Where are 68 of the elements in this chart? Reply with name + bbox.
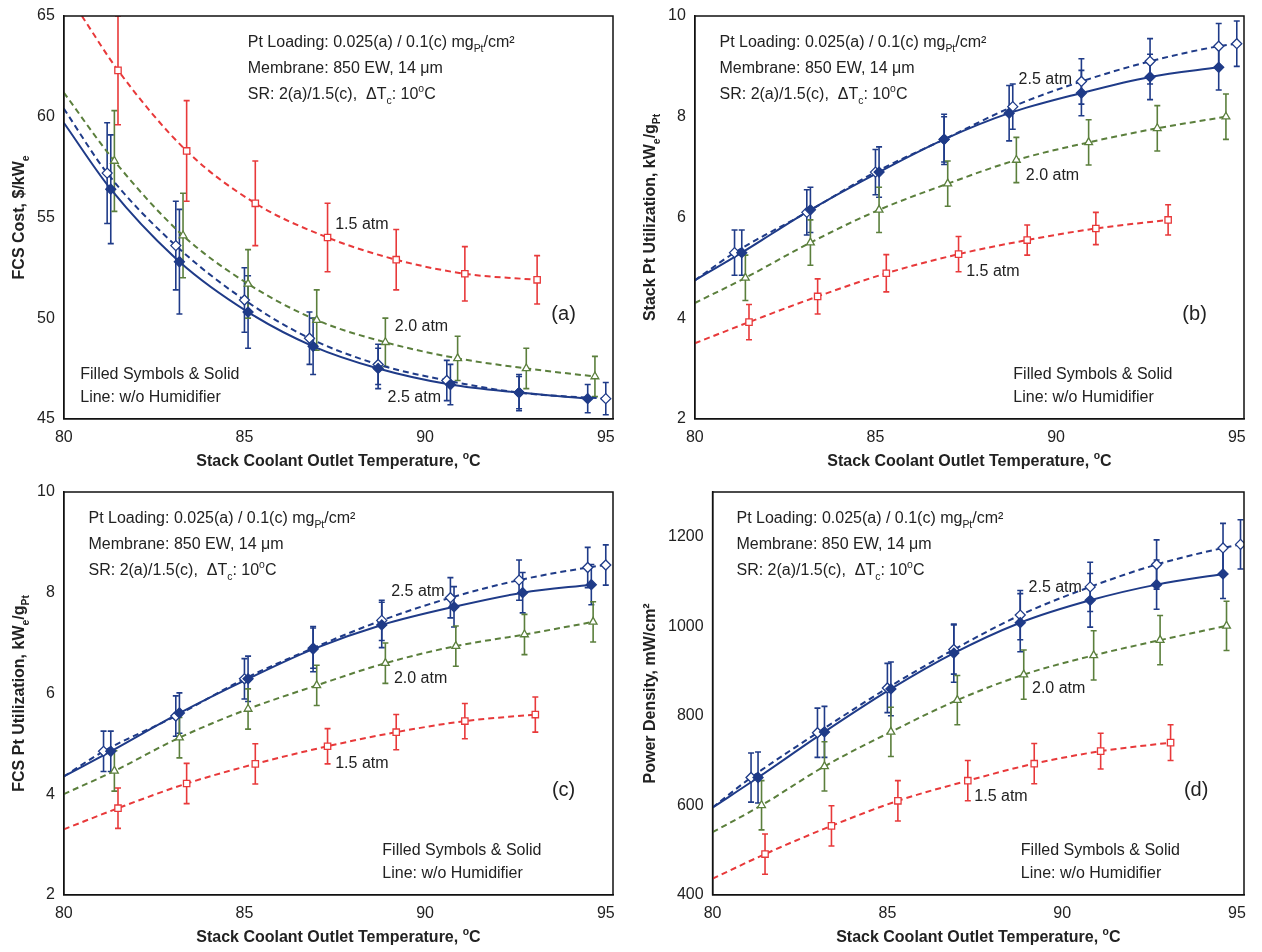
x-tick-label: 90: [1053, 903, 1072, 921]
y-tick-label: 50: [37, 308, 55, 326]
x-tick-label: 95: [596, 903, 615, 921]
y-tick-label: 8: [676, 107, 686, 125]
series-label: 1.5 atm: [335, 753, 389, 771]
x-tick-label: 85: [235, 903, 254, 921]
x-tick-label: 80: [685, 427, 704, 445]
annotation: Membrane: 850 EW, 14 μm: [736, 535, 932, 553]
x-tick-label: 90: [416, 903, 435, 921]
series-label: 2.0 atm: [393, 669, 448, 687]
y-axis-title: FCS Pt Utilization, kWe/gPt: [10, 594, 31, 792]
annotation: Membrane: 850 EW, 14 μm: [88, 535, 284, 553]
y-tick-label: 2: [676, 409, 686, 427]
series-label: 2.0 atm: [1032, 679, 1086, 697]
annotation: (b): [1182, 301, 1207, 324]
x-tick-label: 90: [1047, 427, 1066, 445]
y-tick-label: 45: [37, 409, 55, 427]
annotation: Filled Symbols & Solid: [80, 365, 240, 383]
series-label: 2.5 atm: [1028, 577, 1082, 595]
y-tick-label: 8: [45, 583, 55, 601]
annotation: Membrane: 850 EW, 14 μm: [247, 59, 443, 77]
series-label: 2.0 atm: [1025, 165, 1080, 183]
y-tick-label: 800: [676, 706, 704, 724]
annotation: Line: w/o Humidifier: [1013, 388, 1155, 406]
annotation: Filled Symbols & Solid: [1013, 365, 1173, 383]
y-tick-label: 6: [676, 207, 686, 225]
annotation: Line: w/o Humidifier: [382, 864, 524, 882]
y-axis-title: FCS Cost, $/kWe: [10, 155, 31, 280]
series-label: 2.5 atm: [391, 582, 445, 600]
x-tick-label: 90: [416, 427, 435, 445]
y-tick-label: 600: [676, 795, 704, 813]
y-tick-label: 65: [37, 6, 55, 24]
annotation: Membrane: 850 EW, 14 μm: [719, 59, 915, 77]
series-label: 2.5 atm: [387, 388, 441, 406]
series-label: 2.5 atm: [1018, 69, 1072, 87]
annotation: Line: w/o Humidifier: [80, 388, 222, 406]
x-tick-label: 85: [235, 427, 254, 445]
annotation: (c): [551, 777, 576, 800]
x-tick-label: 95: [1228, 903, 1247, 921]
annotation: (d): [1183, 777, 1209, 800]
x-tick-label: 85: [866, 427, 885, 445]
annotation: (a): [551, 301, 576, 324]
x-tick-label: 85: [878, 903, 897, 921]
annotation: Filled Symbols & Solid: [382, 841, 542, 859]
y-tick-label: 400: [676, 885, 704, 903]
y-axis-title: Stack Pt Utilization, kWe/gPt: [641, 113, 662, 322]
y-tick-label: 2: [45, 885, 55, 903]
y-tick-label: 6: [45, 683, 55, 701]
y-tick-label: 55: [37, 207, 55, 225]
series-label: 1.5 atm: [966, 261, 1020, 279]
x-tick-label: 95: [596, 427, 615, 445]
x-tick-label: 95: [1227, 427, 1246, 445]
annotation: Filled Symbols & Solid: [1020, 841, 1180, 859]
annotation: Line: w/o Humidifier: [1020, 864, 1162, 882]
y-tick-label: 4: [676, 308, 686, 326]
y-tick-label: 1200: [668, 527, 704, 545]
y-axis-title: Power Density, mW/cm²: [641, 603, 659, 784]
x-tick-label: 80: [54, 427, 73, 445]
y-tick-label: 60: [37, 107, 55, 125]
series-label: 2.0 atm: [394, 316, 449, 334]
series-label: 1.5 atm: [974, 786, 1028, 804]
y-tick-label: 10: [668, 6, 686, 24]
y-tick-label: 4: [45, 784, 55, 802]
x-tick-label: 80: [703, 903, 722, 921]
y-tick-label: 10: [37, 482, 55, 500]
x-tick-label: 80: [54, 903, 73, 921]
series-label: 1.5 atm: [335, 215, 389, 233]
y-tick-label: 1000: [668, 616, 704, 634]
